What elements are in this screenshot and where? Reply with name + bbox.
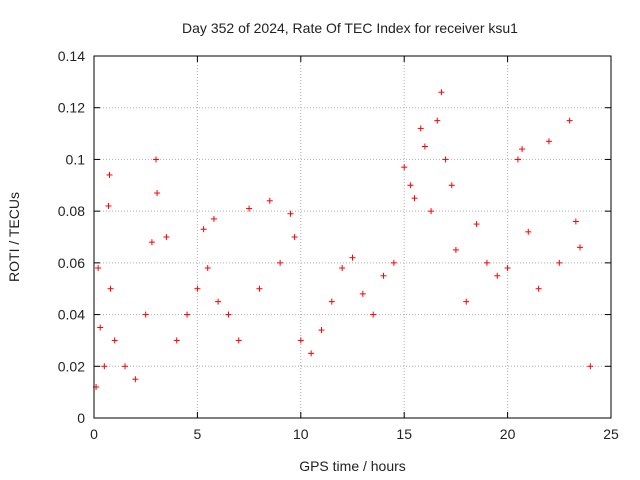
data-point: [153, 156, 160, 163]
x-axis-ticks: 0 5 10 15 20 25: [90, 56, 619, 442]
data-point: [256, 285, 263, 292]
data-point: [101, 363, 108, 370]
x-tick-label: 0: [90, 426, 98, 442]
data-point: [122, 363, 129, 370]
data-point: [184, 311, 191, 318]
data-point: [105, 202, 112, 209]
data-point: [287, 210, 294, 217]
data-point: [142, 311, 149, 318]
data-point: [95, 265, 102, 272]
data-point: [210, 215, 217, 222]
data-point: [97, 324, 104, 331]
data-point: [572, 218, 579, 225]
data-point: [111, 337, 118, 344]
data-point: [370, 311, 377, 318]
data-point: [448, 182, 455, 189]
data-point: [215, 298, 222, 305]
y-tick-label: 0.06: [58, 255, 85, 271]
y-tick-label: 0.08: [58, 203, 85, 219]
data-point: [587, 363, 594, 370]
data-point: [494, 272, 501, 279]
data-point: [401, 164, 408, 171]
data-point: [291, 234, 298, 240]
data-point: [514, 156, 521, 163]
data-point: [308, 350, 315, 357]
data-point: [359, 290, 366, 297]
data-point: [535, 285, 542, 292]
data-point: [163, 234, 170, 240]
data-point: [132, 376, 139, 383]
data-point: [204, 265, 211, 272]
data-point: [421, 143, 428, 150]
y-axis-label: ROTI / TECUs: [6, 192, 22, 282]
data-point: [318, 327, 325, 334]
data-point: [148, 239, 155, 246]
data-point: [277, 259, 284, 266]
data-point: [411, 195, 418, 202]
x-tick-label: 10: [293, 426, 309, 442]
data-point: [339, 265, 346, 272]
y-tick-label: 0.1: [66, 151, 86, 167]
data-point: [297, 337, 304, 344]
y-tick-label: 0.02: [58, 358, 85, 374]
x-axis-label: GPS time / hours: [299, 458, 406, 474]
data-point: [225, 311, 232, 318]
y-tick-label: 0.12: [58, 100, 85, 116]
data-point: [417, 125, 424, 132]
data-point: [349, 254, 356, 261]
data-point: [566, 117, 573, 124]
x-tick-label: 15: [396, 426, 412, 442]
data-point: [519, 146, 526, 153]
data-point: [428, 208, 435, 215]
y-tick-label: 0.04: [58, 307, 85, 323]
data-point: [154, 190, 161, 197]
data-point: [545, 138, 552, 145]
data-point: [407, 182, 414, 189]
data-point: [173, 337, 180, 344]
plot-frame: [93, 55, 612, 419]
data-point: [438, 89, 445, 96]
x-tick-label: 5: [194, 426, 202, 442]
data-point: [328, 298, 335, 305]
data-point: [525, 228, 532, 235]
grid-lines: [94, 56, 611, 418]
data-point: [576, 244, 583, 251]
data-point: [235, 337, 242, 344]
y-tick-label: 0: [77, 410, 85, 426]
data-point: [463, 298, 470, 305]
data-point: [246, 205, 253, 212]
y-tick-label: 0.14: [58, 48, 85, 64]
data-point: [434, 117, 441, 124]
data-point: [452, 246, 459, 253]
x-tick-label: 20: [500, 426, 516, 442]
data-point: [390, 259, 397, 266]
data-point: [200, 226, 207, 233]
data-point: [380, 272, 387, 279]
data-point: [483, 259, 490, 266]
data-point: [473, 221, 480, 228]
y-axis-ticks: 0 0.02 0.04 0.06 0.08 0.1 0.12 0.14: [58, 48, 611, 426]
data-point: [442, 156, 449, 163]
data-point: [194, 285, 201, 292]
chart-title: Day 352 of 2024, Rate Of TEC Index for r…: [182, 20, 518, 36]
data-point: [106, 171, 113, 178]
data-point: [556, 259, 563, 266]
data-point: [266, 197, 273, 204]
data-point: [107, 285, 114, 292]
x-tick-label: 25: [603, 426, 619, 442]
data-points: [93, 89, 594, 390]
data-point: [504, 265, 511, 272]
